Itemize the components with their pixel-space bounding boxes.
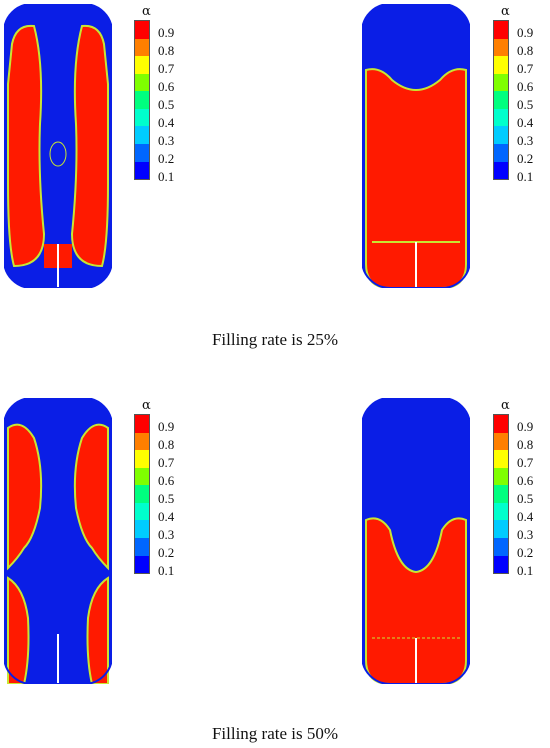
legend-label: 0.2	[158, 151, 175, 166]
legend-colorbar	[134, 20, 150, 180]
legend-colorbar	[493, 20, 509, 180]
legend-label: 0.4	[517, 509, 534, 524]
legend-25-right: α 0.9 0.8 0.7 0.6 0.5 0.4 0.3 0.2 0.1	[493, 4, 550, 200]
legend-label: 0.6	[158, 79, 175, 94]
legend-label: 0.5	[517, 97, 534, 112]
legend-25-left: α 0.9 0.8 0.7 0.6 0.5 0.4 0.3 0.2 0.1	[134, 4, 194, 200]
legend-label: 0.3	[517, 527, 534, 542]
legend-label: 0.3	[158, 527, 175, 542]
legend-symbol: α	[501, 4, 510, 19]
legend-label: 0.4	[517, 115, 534, 130]
legend-label: 0.9	[158, 419, 175, 434]
legend-label: 0.2	[517, 151, 534, 166]
legend-label: 0.4	[158, 115, 175, 130]
legend-label: 0.7	[158, 61, 175, 76]
legend-label: 0.7	[517, 455, 534, 470]
legend-label: 0.8	[158, 43, 175, 58]
legend-label: 0.3	[158, 133, 175, 148]
legend-label: 0.7	[158, 455, 175, 470]
legend-label: 0.7	[517, 61, 534, 76]
legend-label: 0.3	[517, 133, 534, 148]
legend-label: 0.6	[158, 473, 175, 488]
legend-label: 0.1	[158, 563, 175, 578]
legend-50-left: α 0.9 0.8 0.7 0.6 0.5 0.4 0.3 0.2 0.1	[134, 398, 194, 594]
legend-label: 0.2	[517, 545, 534, 560]
legend-symbol: α	[142, 398, 151, 413]
legend-colorbar	[134, 414, 150, 574]
legend-label: 0.9	[517, 25, 534, 40]
legend-label: 0.8	[517, 437, 534, 452]
legend-label: 0.8	[517, 43, 534, 58]
legend-label: 0.2	[158, 545, 175, 560]
tank-25-right	[362, 4, 470, 288]
legend-50-right: α 0.9 0.8 0.7 0.6 0.5 0.4 0.3 0.2 0.1	[493, 398, 550, 594]
legend-label: 0.6	[517, 79, 534, 94]
legend-label: 0.1	[517, 563, 534, 578]
legend-label: 0.8	[158, 437, 175, 452]
tank-50-left	[4, 398, 112, 684]
legend-colorbar	[493, 414, 509, 574]
tank-25-left	[4, 4, 112, 288]
legend-symbol: α	[142, 4, 151, 19]
tank-50-right	[362, 398, 470, 684]
legend-label: 0.5	[517, 491, 534, 506]
legend-label: 0.9	[158, 25, 175, 40]
caption-25: Filling rate is 25%	[211, 330, 339, 349]
caption-50: Filling rate is 50%	[211, 724, 339, 743]
legend-label: 0.9	[517, 419, 534, 434]
legend-symbol: α	[501, 398, 510, 413]
legend-label: 0.5	[158, 491, 175, 506]
legend-label: 0.1	[158, 169, 175, 184]
legend-label: 0.4	[158, 509, 175, 524]
legend-label: 0.5	[158, 97, 175, 112]
legend-label: 0.1	[517, 169, 534, 184]
legend-label: 0.6	[517, 473, 534, 488]
